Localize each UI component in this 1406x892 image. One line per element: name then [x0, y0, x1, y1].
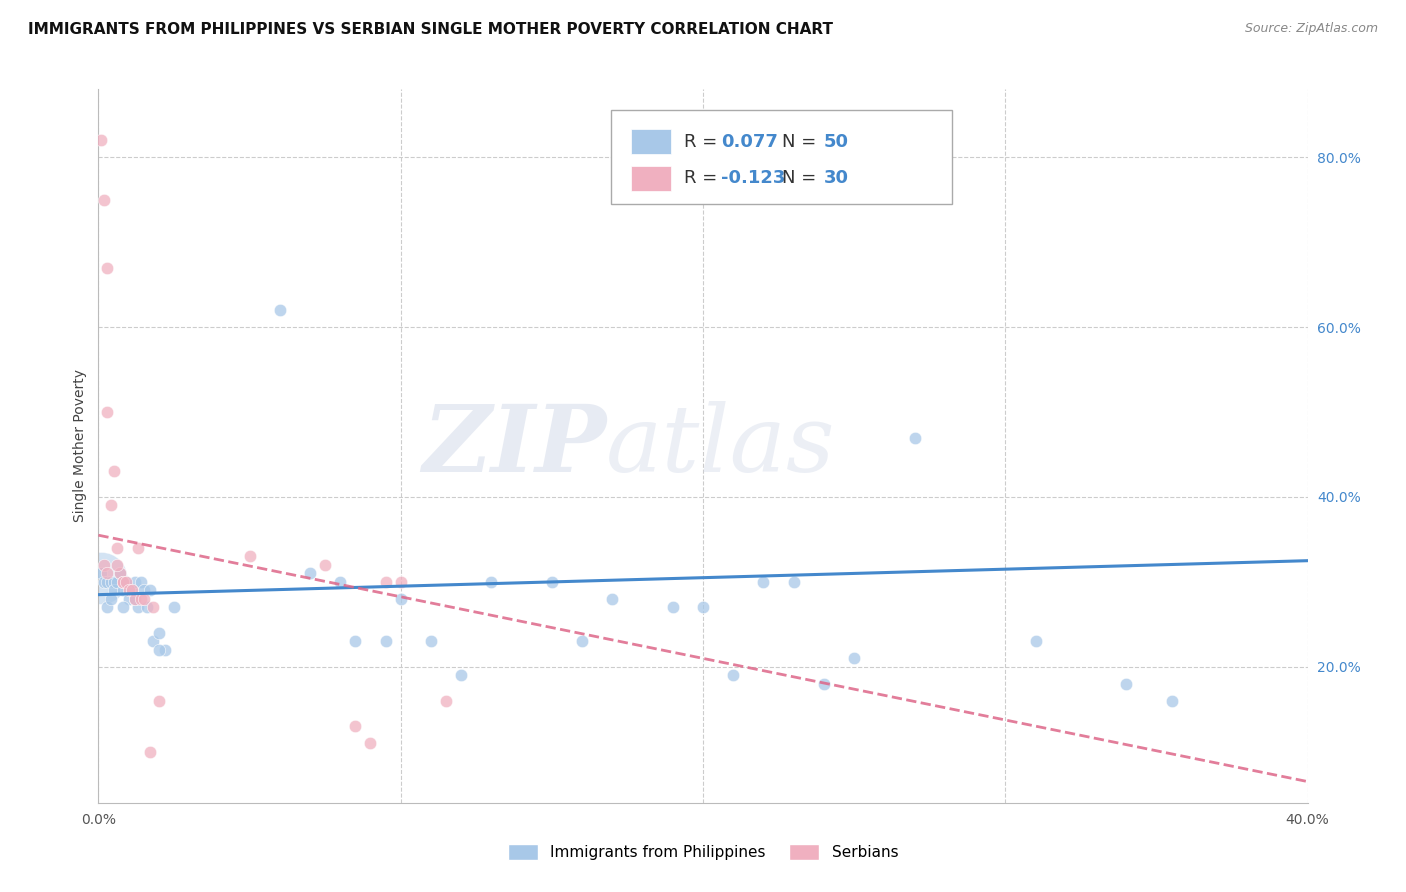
Point: [96, 405, 118, 419]
Point: [148, 643, 170, 657]
Point: [100, 499, 122, 513]
Point: [111, 600, 134, 615]
Point: [108, 566, 131, 581]
Point: [389, 591, 412, 606]
Point: [105, 558, 128, 572]
Point: [1160, 694, 1182, 708]
Point: [96, 260, 118, 275]
Legend: Immigrants from Philippines, Serbians: Immigrants from Philippines, Serbians: [502, 838, 904, 866]
Point: [108, 566, 131, 581]
Point: [360, 736, 382, 750]
Point: [434, 694, 457, 708]
Point: [111, 583, 134, 598]
Point: [93, 558, 115, 572]
Text: N =: N =: [782, 169, 821, 187]
Text: 0.077: 0.077: [721, 133, 778, 151]
Point: [103, 583, 125, 598]
Point: [844, 651, 866, 665]
Point: [374, 634, 396, 648]
Point: [129, 574, 152, 589]
Point: [93, 574, 115, 589]
Point: [389, 574, 412, 589]
Point: [752, 574, 775, 589]
Point: [100, 574, 122, 589]
Point: [124, 591, 146, 606]
Point: [96, 600, 118, 615]
Text: -0.123: -0.123: [721, 169, 786, 187]
Point: [118, 591, 141, 606]
Point: [96, 566, 118, 581]
Point: [314, 558, 336, 572]
Point: [121, 583, 143, 598]
Point: [1024, 634, 1046, 648]
Text: 30: 30: [824, 169, 849, 187]
Point: [344, 719, 367, 733]
Text: IMMIGRANTS FROM PHILIPPINES VS SERBIAN SINGLE MOTHER POVERTY CORRELATION CHART: IMMIGRANTS FROM PHILIPPINES VS SERBIAN S…: [28, 22, 834, 37]
Point: [103, 465, 125, 479]
Point: [135, 600, 157, 615]
Point: [103, 574, 125, 589]
Point: [540, 574, 562, 589]
Point: [783, 574, 806, 589]
Point: [90, 566, 112, 581]
Point: [127, 600, 149, 615]
Point: [329, 574, 352, 589]
Point: [420, 634, 443, 648]
Point: [139, 583, 162, 598]
Text: N =: N =: [782, 133, 821, 151]
Point: [153, 643, 176, 657]
Text: ZIP: ZIP: [422, 401, 606, 491]
Point: [661, 600, 683, 615]
Point: [96, 574, 118, 589]
Point: [124, 591, 146, 606]
Point: [90, 571, 112, 585]
Point: [813, 677, 835, 691]
Point: [111, 574, 134, 589]
Point: [148, 694, 170, 708]
Point: [132, 591, 155, 606]
Point: [299, 566, 322, 581]
Point: [114, 574, 136, 589]
Point: [692, 600, 714, 615]
Point: [571, 634, 593, 648]
Text: atlas: atlas: [606, 401, 835, 491]
Point: [904, 430, 927, 444]
Point: [121, 583, 143, 598]
Point: [129, 591, 152, 606]
Y-axis label: Single Mother Poverty: Single Mother Poverty: [73, 369, 87, 523]
Point: [344, 634, 367, 648]
Point: [93, 193, 115, 207]
Point: [481, 574, 503, 589]
Point: [450, 668, 472, 682]
Point: [374, 574, 396, 589]
Text: R =: R =: [683, 169, 723, 187]
Point: [148, 626, 170, 640]
Point: [163, 600, 186, 615]
Text: R =: R =: [683, 133, 723, 151]
Point: [142, 634, 165, 648]
Point: [127, 541, 149, 555]
Point: [269, 303, 291, 318]
Point: [142, 600, 165, 615]
Point: [602, 591, 624, 606]
Point: [105, 541, 128, 555]
Point: [118, 583, 141, 598]
Text: 50: 50: [824, 133, 849, 151]
Point: [1115, 677, 1137, 691]
Point: [100, 591, 122, 606]
Point: [114, 574, 136, 589]
Point: [90, 133, 112, 147]
Point: [139, 745, 162, 759]
Point: [105, 574, 128, 589]
Point: [239, 549, 262, 564]
Point: [124, 574, 146, 589]
Text: Source: ZipAtlas.com: Source: ZipAtlas.com: [1244, 22, 1378, 36]
Point: [723, 668, 745, 682]
Point: [132, 583, 155, 598]
Point: [111, 574, 134, 589]
